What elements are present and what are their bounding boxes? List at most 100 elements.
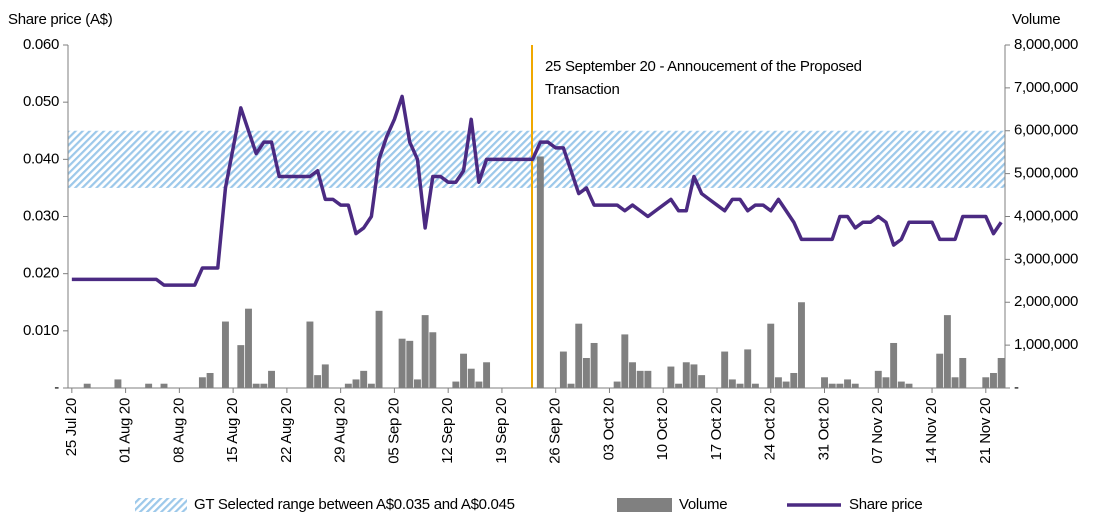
x-tick-label: 22 Aug 20	[278, 398, 295, 463]
volume-bar	[698, 375, 706, 388]
x-tick-label: 25 Jul 20	[63, 398, 80, 456]
x-tick-label: 14 Nov 20	[923, 398, 940, 464]
y-tick-label: 0.040	[23, 150, 59, 167]
selected-range	[68, 130, 1005, 188]
volume-bar	[667, 366, 675, 388]
y-axis-label: Share price (A$)	[8, 11, 113, 28]
volume-bar	[206, 372, 214, 388]
y2-axis-label: Volume	[1012, 11, 1060, 28]
volume-bar	[475, 381, 483, 388]
volume-bar	[990, 372, 997, 388]
volume-bar	[145, 383, 153, 388]
legend: GT Selected range between A$0.035 and A$…	[135, 496, 923, 513]
volume-bar	[467, 368, 475, 388]
volume-bar	[590, 342, 598, 388]
y-tick-label: 0.060	[23, 36, 59, 53]
volume-bar	[821, 377, 828, 388]
x-tick-label: 19 Sep 20	[493, 398, 510, 464]
y2-tick-label: 4,000,000	[1014, 207, 1078, 224]
x-tick-label: 24 Oct 20	[762, 398, 779, 460]
volume-bar	[483, 362, 491, 388]
x-tick-label: 03 Oct 20	[600, 398, 617, 460]
volume-bar	[744, 349, 752, 388]
legend-swatch	[617, 498, 672, 512]
volume-bar	[736, 383, 744, 388]
volume-bar	[874, 370, 882, 388]
y2-tick-label: -	[1014, 379, 1019, 396]
volume-bar	[997, 357, 1005, 388]
volume-bar	[375, 310, 383, 388]
x-tick-label: 12 Sep 20	[439, 398, 456, 464]
volume-bar	[344, 383, 352, 388]
volume-bar	[237, 345, 245, 388]
line-layer	[71, 94, 1003, 287]
x-tick-label: 15 Aug 20	[224, 398, 241, 463]
volume-bar	[951, 377, 959, 388]
volume-bar	[413, 379, 421, 388]
volume-bar	[221, 321, 229, 388]
volume-bar	[398, 338, 406, 388]
volume-bar	[636, 370, 644, 388]
legend-label: Share price	[849, 496, 922, 513]
legend-label: Volume	[679, 496, 727, 513]
volume-bar	[851, 383, 859, 388]
x-tick-label: 01 Aug 20	[117, 398, 134, 463]
volume-bar	[114, 379, 122, 388]
x-tick-label: 07 Nov 20	[869, 398, 886, 464]
volume-bar	[582, 357, 590, 388]
volume-bar	[943, 315, 951, 388]
volume-bar	[690, 364, 698, 388]
volume-bar	[567, 383, 575, 388]
volume-bar	[198, 377, 206, 388]
y-tick-label: 0.010	[23, 322, 59, 339]
annotation: 25 September 20 - Annoucement of the Pro…	[545, 58, 862, 75]
bar-layer	[83, 156, 1005, 388]
volume-bar	[268, 370, 275, 388]
volume-bar	[367, 383, 375, 388]
x-tick-label: 05 Sep 20	[385, 398, 402, 464]
volume-bar	[767, 323, 775, 388]
volume-bar	[751, 383, 759, 388]
volume-bar	[559, 351, 567, 388]
volume-bar	[352, 379, 360, 388]
y2-tick-label: 5,000,000	[1014, 165, 1078, 182]
volume-bar	[644, 370, 652, 388]
y2-tick-label: 8,000,000	[1014, 36, 1078, 53]
volume-bar	[982, 377, 990, 388]
price-line	[71, 94, 1003, 287]
x-tick-label: 26 Sep 20	[547, 398, 564, 464]
x-tick-label: 10 Oct 20	[654, 398, 671, 460]
volume-bar	[83, 383, 91, 388]
x-tick-label: 29 Aug 20	[332, 398, 349, 463]
y2-tick-label: 1,000,000	[1014, 336, 1078, 353]
volume-bar	[406, 340, 414, 388]
volume-bar	[629, 362, 636, 388]
volume-bar	[536, 156, 544, 388]
legend-label: GT Selected range between A$0.035 and A$…	[194, 496, 515, 513]
volume-bar	[360, 370, 368, 388]
volume-bar	[721, 351, 729, 388]
axis-layer: - 0.010 0.020 0.030 0.040 0.050 0.060 - 1,000,00…	[23, 36, 1078, 464]
volume-bar	[675, 383, 683, 388]
volume-bar	[905, 383, 913, 388]
y2-tick-label: 7,000,000	[1014, 79, 1078, 96]
legend-swatch	[135, 498, 187, 512]
y-tick-label: 0.050	[23, 93, 59, 110]
volume-bar	[575, 323, 583, 388]
x-tick-label: 31 Oct 20	[815, 398, 832, 460]
band-layer	[68, 130, 1005, 188]
volume-bar	[621, 334, 629, 388]
x-tick-label: 21 Nov 20	[977, 398, 994, 464]
volume-bar	[828, 383, 836, 388]
volume-bar	[682, 362, 690, 388]
volume-bar	[452, 381, 460, 388]
volume-bar	[160, 383, 168, 388]
y2-tick-label: 2,000,000	[1014, 293, 1078, 310]
volume-bar	[936, 353, 944, 388]
volume-bar	[798, 302, 805, 388]
volume-bar	[613, 381, 621, 388]
volume-bar	[314, 375, 322, 388]
y-tick-label: 0.030	[23, 207, 59, 224]
y2-tick-label: 3,000,000	[1014, 250, 1078, 267]
y2-tick-label: 6,000,000	[1014, 122, 1078, 139]
